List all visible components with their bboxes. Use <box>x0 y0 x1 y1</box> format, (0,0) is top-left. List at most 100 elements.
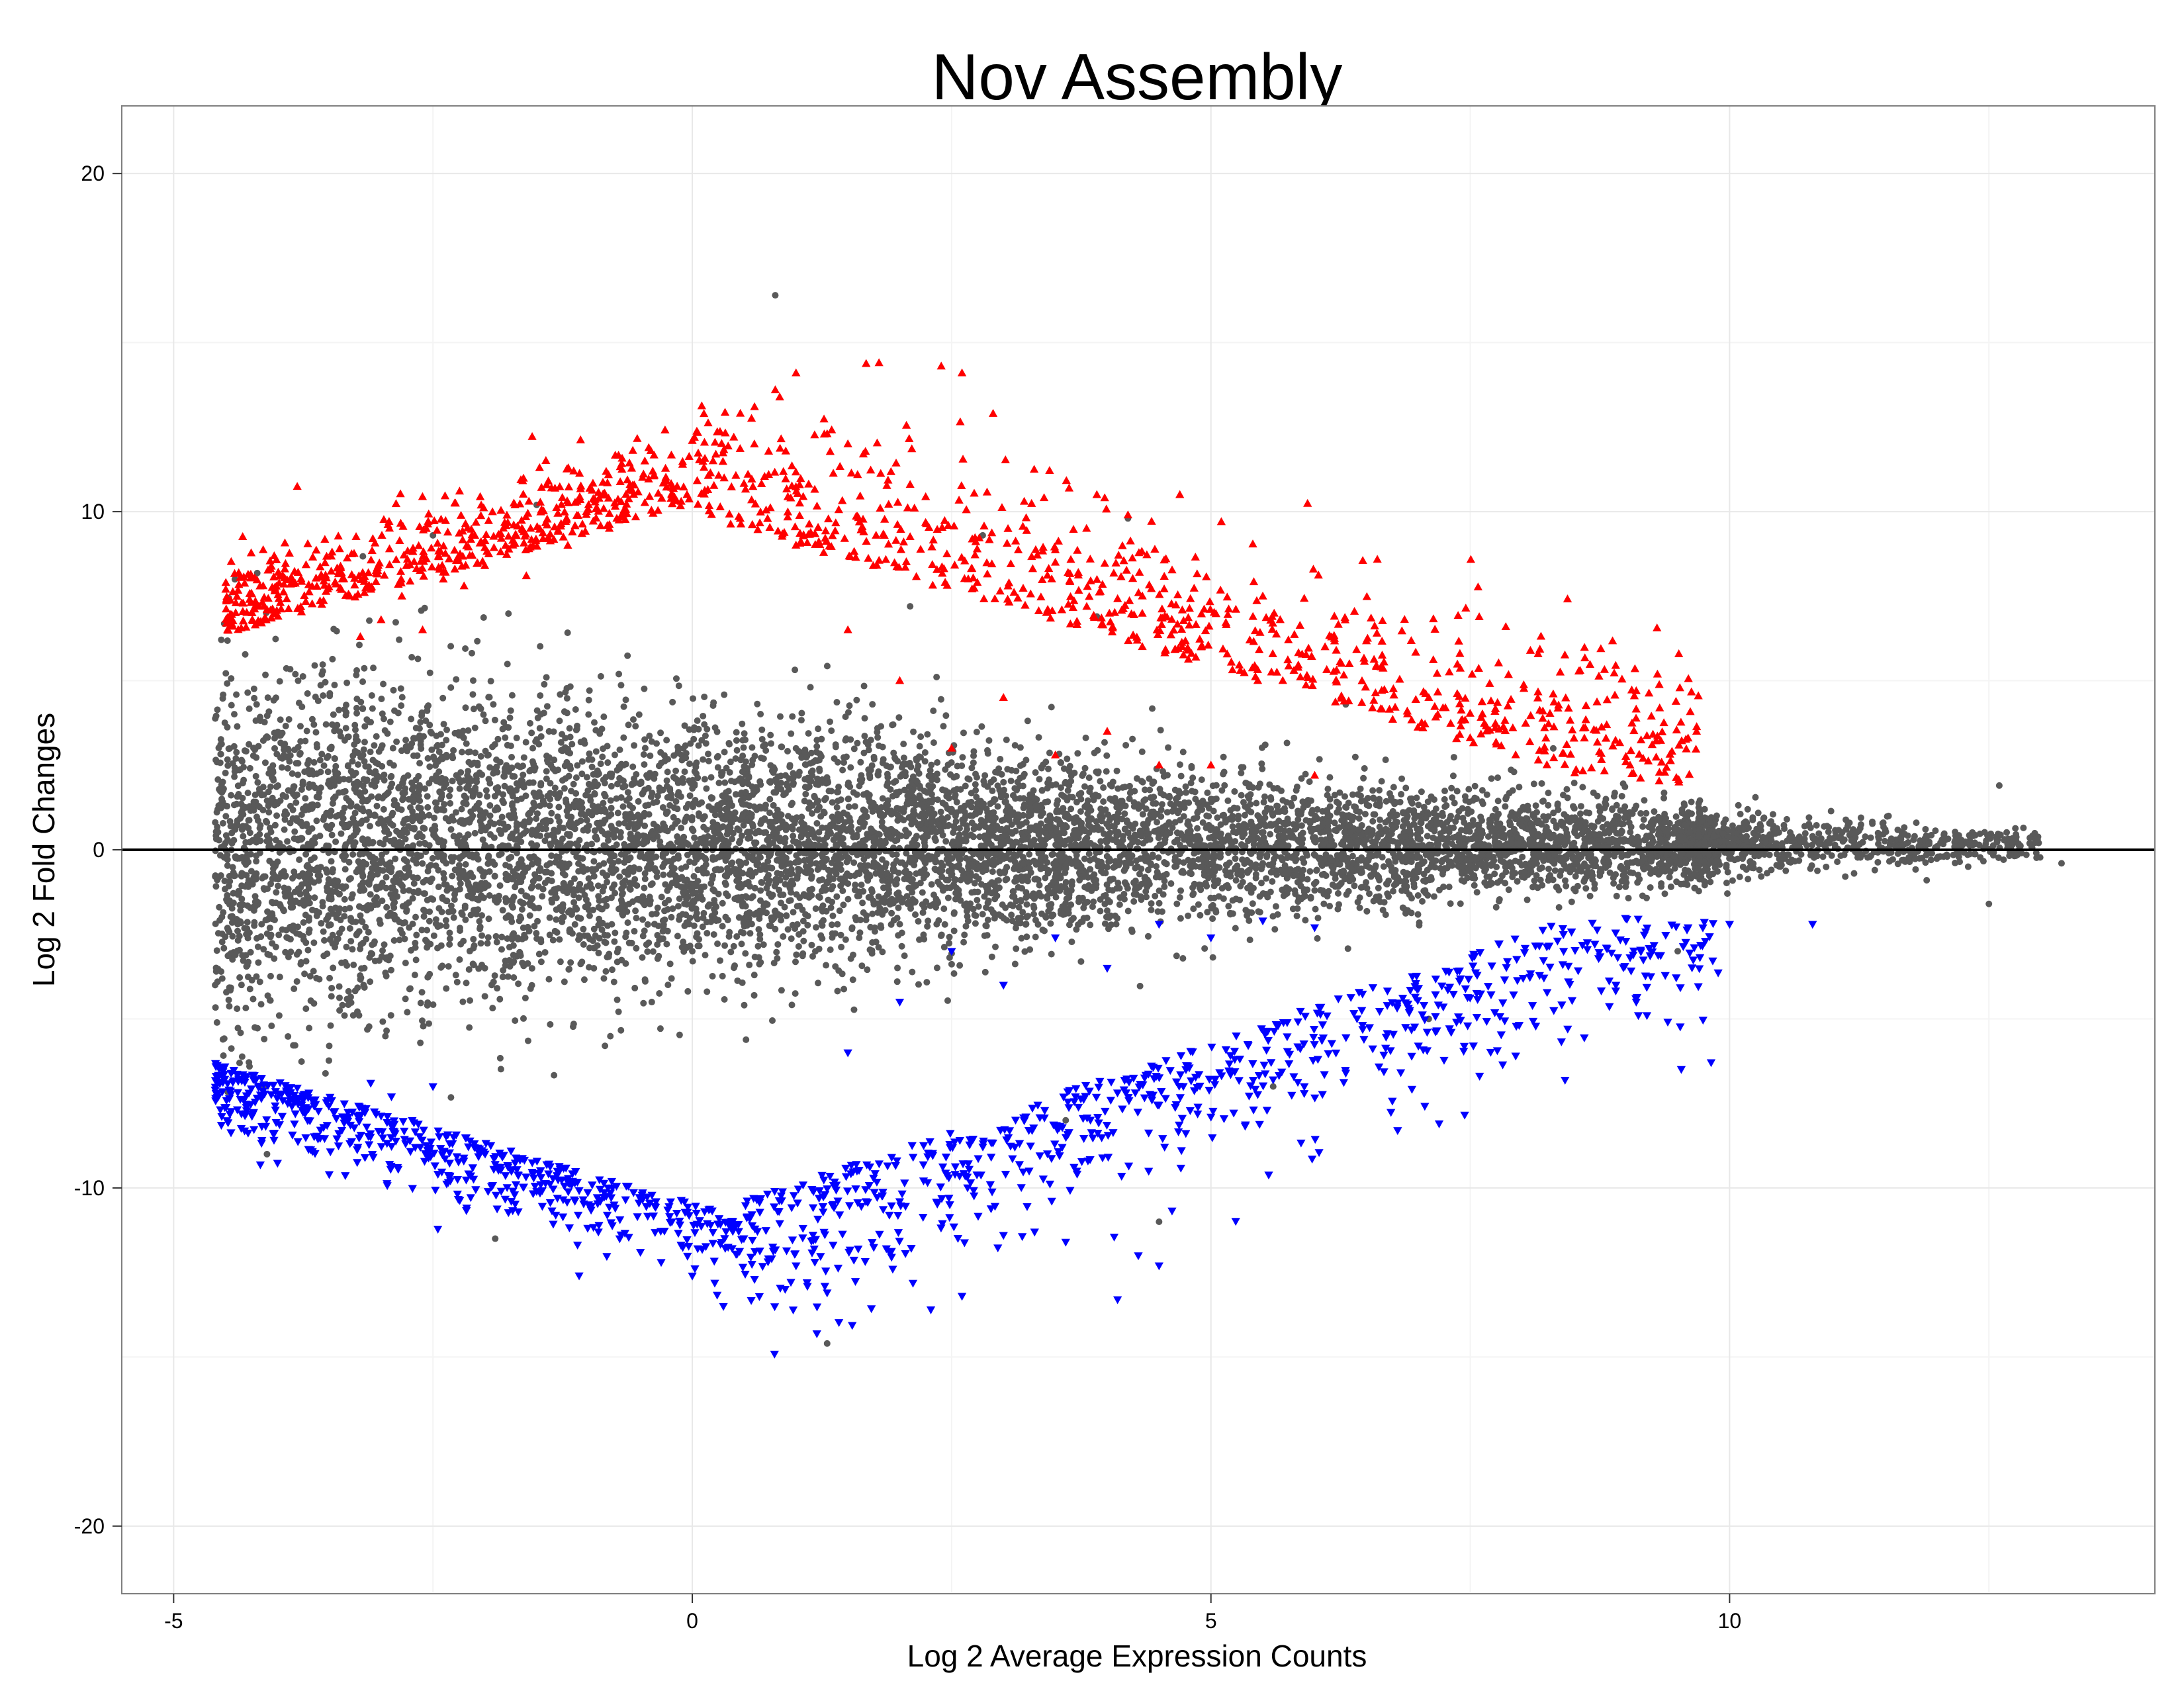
not-significant-point <box>664 982 671 988</box>
not-significant-point <box>1724 890 1731 897</box>
not-significant-point <box>816 946 823 952</box>
not-significant-point <box>954 786 960 793</box>
not-significant-point <box>1314 915 1321 921</box>
not-significant-point <box>1627 829 1633 835</box>
not-significant-point <box>1850 870 1857 877</box>
not-significant-point <box>1220 754 1227 760</box>
not-significant-point <box>291 829 298 835</box>
not-significant-point <box>1326 903 1333 909</box>
not-significant-point <box>401 856 408 863</box>
not-significant-point <box>860 909 867 916</box>
not-significant-point <box>283 723 289 729</box>
not-significant-point <box>789 1001 796 1008</box>
not-significant-point <box>719 923 726 929</box>
not-significant-point <box>746 962 752 968</box>
not-significant-point <box>580 926 586 933</box>
not-significant-point <box>245 817 251 824</box>
not-significant-point <box>715 780 722 786</box>
not-significant-point <box>475 856 481 862</box>
not-significant-point <box>1641 797 1647 803</box>
not-significant-point <box>909 969 915 976</box>
not-significant-point <box>325 768 332 775</box>
not-significant-point <box>520 772 526 778</box>
not-significant-point <box>408 715 414 722</box>
not-significant-point <box>832 930 839 937</box>
not-significant-point <box>471 805 478 812</box>
not-significant-point <box>1937 853 1944 860</box>
not-significant-point <box>686 726 693 733</box>
not-significant-point <box>916 770 923 777</box>
not-significant-point <box>279 764 285 771</box>
not-significant-point <box>485 934 492 940</box>
not-significant-point <box>805 730 812 737</box>
not-significant-point <box>1449 794 1455 801</box>
not-significant-point <box>318 671 325 678</box>
not-significant-point <box>751 992 758 999</box>
not-significant-point <box>995 877 1002 884</box>
not-significant-point <box>428 862 434 868</box>
not-significant-point <box>1379 854 1386 860</box>
not-significant-point <box>287 666 293 672</box>
not-significant-point <box>349 851 356 858</box>
not-significant-point <box>258 1001 265 1007</box>
not-significant-point <box>1531 780 1537 787</box>
not-significant-point <box>543 674 550 680</box>
not-significant-point <box>522 995 529 1001</box>
not-significant-point <box>414 753 421 759</box>
not-significant-point <box>407 804 414 811</box>
not-significant-point <box>938 696 944 703</box>
not-significant-point <box>432 757 439 764</box>
not-significant-point <box>1577 810 1584 817</box>
not-significant-point <box>1036 734 1042 741</box>
not-significant-point <box>339 925 345 932</box>
not-significant-point <box>593 748 600 754</box>
not-significant-point <box>413 956 420 963</box>
not-significant-point <box>1390 888 1396 895</box>
not-significant-point <box>640 933 647 939</box>
not-significant-point <box>1524 897 1531 903</box>
not-significant-point <box>248 949 254 956</box>
not-significant-point <box>1586 809 1592 816</box>
not-significant-point <box>879 948 886 955</box>
not-significant-point <box>567 683 574 690</box>
not-significant-point <box>1082 765 1089 772</box>
not-significant-point <box>443 888 450 894</box>
not-significant-point <box>253 754 259 761</box>
not-significant-point <box>1828 808 1835 815</box>
not-significant-point <box>224 637 231 644</box>
not-significant-point <box>498 1066 504 1072</box>
not-significant-point <box>552 784 559 791</box>
not-significant-point <box>1563 883 1569 890</box>
not-significant-point <box>1338 841 1345 847</box>
not-significant-point <box>1361 765 1368 772</box>
not-significant-point <box>277 678 283 684</box>
not-significant-point <box>416 760 423 766</box>
not-significant-point <box>788 731 794 737</box>
not-significant-point <box>448 826 455 833</box>
not-significant-point <box>402 737 409 743</box>
not-significant-point <box>1886 813 1892 819</box>
not-significant-point <box>573 774 580 781</box>
not-significant-point <box>1130 898 1137 905</box>
not-significant-point <box>219 938 226 945</box>
not-significant-point <box>1101 739 1108 746</box>
not-significant-point <box>260 946 267 952</box>
not-significant-point <box>944 997 951 1004</box>
not-significant-point <box>796 827 803 833</box>
not-significant-point <box>747 930 753 937</box>
not-significant-point <box>614 958 621 965</box>
not-significant-point <box>815 980 821 986</box>
not-significant-point <box>408 654 415 661</box>
not-significant-point <box>609 966 615 973</box>
not-significant-point <box>739 721 745 727</box>
not-significant-point <box>1516 784 1522 790</box>
not-significant-point <box>267 934 274 940</box>
not-significant-point <box>349 946 355 952</box>
not-significant-point <box>678 825 684 831</box>
not-significant-point <box>453 676 459 683</box>
not-significant-point <box>287 803 294 809</box>
not-significant-point <box>482 748 489 754</box>
not-significant-point <box>861 683 868 690</box>
not-significant-point <box>488 982 495 988</box>
not-significant-point <box>607 1033 614 1040</box>
